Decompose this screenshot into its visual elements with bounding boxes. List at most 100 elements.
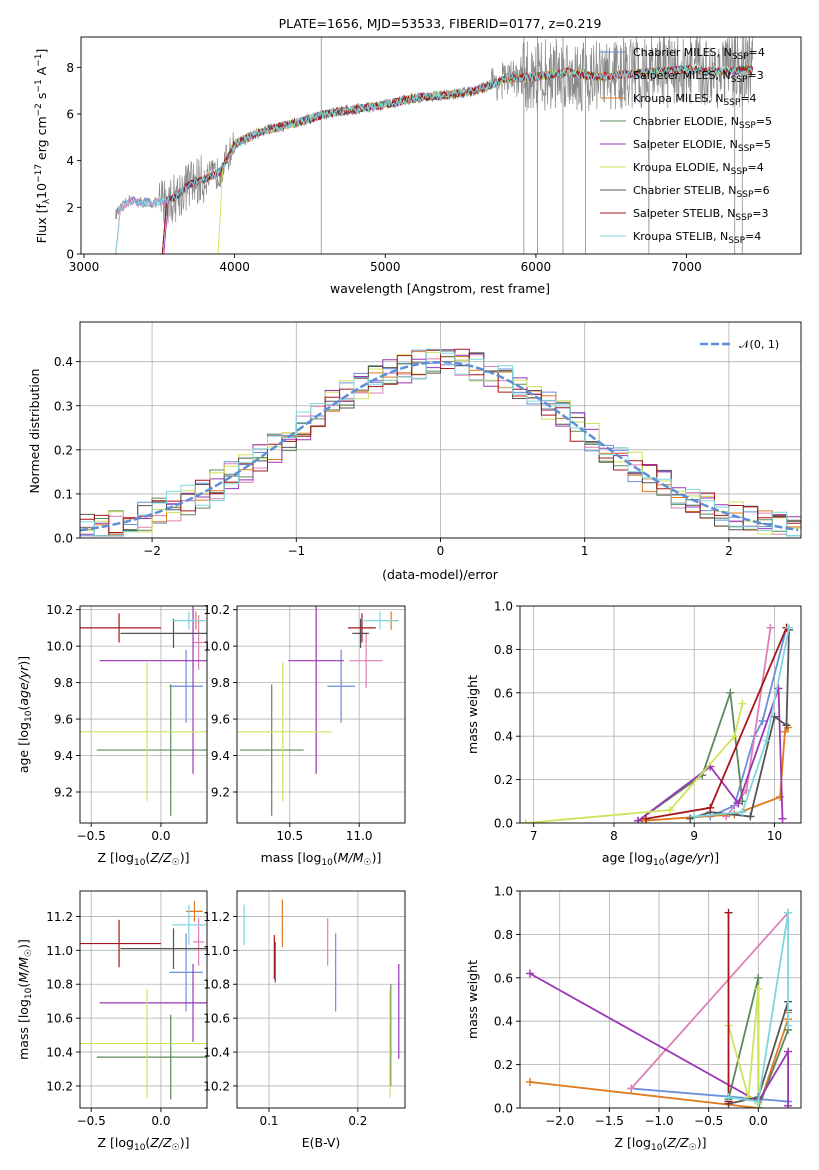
y-tick-label: 10.0 <box>203 640 230 654</box>
y-tick-label: 10.8 <box>46 978 73 992</box>
y-tick-label: 0.4 <box>494 1015 513 1029</box>
mass-weight-line <box>525 703 744 823</box>
histogram-step <box>80 348 801 537</box>
data-point-marker <box>627 1084 636 1093</box>
x-tick-label: 10 <box>767 829 782 843</box>
y-tick-label: 9.6 <box>54 713 73 727</box>
age_vs_Z-frame <box>79 605 208 824</box>
y-tick-label: 9.4 <box>211 749 230 763</box>
label-part: =5 <box>756 115 772 128</box>
x-tick-label: 0.0 <box>749 1114 768 1128</box>
y-tick-label: 6 <box>66 108 74 122</box>
label-part: M/M <box>338 850 364 865</box>
label-part: Z/Z <box>149 1135 172 1150</box>
y-tick-label: 0.1 <box>54 487 73 501</box>
label-part: 10 <box>34 183 49 199</box>
y-tick-label: 0.6 <box>494 686 513 700</box>
label-part: 10 <box>134 1143 146 1153</box>
legend-label: Chabrier STELIB, NSSP=6 <box>633 184 770 200</box>
y-tick-label: 9.8 <box>211 676 230 690</box>
label-part: ( <box>145 850 150 865</box>
label-part: SSP <box>735 213 752 223</box>
label-part: s <box>34 93 49 104</box>
x-tick-label: 0.2 <box>348 1114 367 1128</box>
label-part: Chabrier ELODIE, N <box>633 115 739 128</box>
spectrum-plot-area <box>115 37 754 254</box>
label-part: Z [log <box>98 850 134 865</box>
label-part: Z [log <box>98 1135 134 1150</box>
label-part: )] <box>709 850 719 865</box>
y-tick-label: 10.6 <box>46 1012 73 1026</box>
label-part: SSP <box>737 190 754 200</box>
legend-label: Kroupa MILES, NSSP=4 <box>633 92 757 108</box>
data-point-marker <box>525 1077 534 1086</box>
label-part: )] <box>16 939 31 949</box>
label-part: Chabrier STELIB, N <box>633 184 737 197</box>
data-point-marker <box>784 1021 793 1030</box>
y-tick-label: 0.0 <box>54 532 73 546</box>
legend-label: Kroupa ELODIE, NSSP=4 <box>633 161 764 177</box>
y-tick-label: 10.4 <box>203 1046 230 1060</box>
data-point-marker <box>724 908 733 917</box>
x-tick-label: −2 <box>143 544 161 558</box>
x-tick-label: 0.0 <box>151 829 170 843</box>
label-part: age [log <box>16 722 31 773</box>
spectrum-frame <box>80 36 802 255</box>
label-part: )] <box>372 850 382 865</box>
x-tick-label: 0.1 <box>259 1114 278 1128</box>
y-tick-label: 0.8 <box>494 643 513 657</box>
label-part: ( <box>16 706 31 711</box>
data-point-marker <box>726 688 735 697</box>
label-part: )] <box>697 1135 707 1150</box>
label-part: )] <box>16 656 31 666</box>
label-part: ( <box>662 1135 667 1150</box>
data-point-marker <box>746 812 755 821</box>
legend-label: 𝒩(0, 1) <box>739 338 779 351</box>
label-part: )] <box>180 850 190 865</box>
y-tick-label: 10.4 <box>46 1046 73 1060</box>
label-part: Chabrier MILES, N <box>633 46 732 59</box>
x-tick-label: −1.5 <box>595 1114 624 1128</box>
data-point-marker <box>634 816 643 823</box>
x-tick-label: −0.5 <box>77 829 106 843</box>
data-point-marker <box>758 717 767 726</box>
x-tick-label: 4000 <box>219 260 250 274</box>
label-part: Kroupa MILES, N <box>633 92 723 105</box>
label-part: λ <box>42 198 52 204</box>
y-tick-label: 4 <box>66 154 74 168</box>
x-axis-label: wavelength [Angstrom, rest frame] <box>330 281 550 296</box>
y-axis-label: age [log10(age/yr)] <box>16 656 34 773</box>
label-part: =5 <box>755 138 771 151</box>
label-part: =4 <box>748 161 764 174</box>
x-axis-label: (data-model)/error <box>382 567 499 582</box>
y-axis-label: mass weight <box>465 960 480 1039</box>
data-point-marker <box>782 721 791 730</box>
label-part: Kroupa STELIB, N <box>633 230 728 243</box>
label-part: age [log <box>602 850 653 865</box>
label-part: age/yr <box>669 850 710 865</box>
x-tick-label: −2.0 <box>545 1114 574 1128</box>
data-point-marker <box>780 727 789 736</box>
y-tick-label: 9.8 <box>54 676 73 690</box>
histogram-frame <box>79 321 802 539</box>
label-part: Salpeter MILES, N <box>633 69 731 82</box>
label-part: mass [log <box>261 850 322 865</box>
label-part: ☉ <box>172 1143 180 1153</box>
y-tick-label: 0.4 <box>494 730 513 744</box>
y-tick-label: 0.3 <box>54 399 73 413</box>
mass-weight-line <box>529 972 789 1106</box>
chart-title: PLATE=1656, MJD=53533, FIBERID=0177, z=0… <box>279 16 602 31</box>
label-part: M/M <box>16 957 31 983</box>
data-point-marker <box>734 799 743 808</box>
x-axis-label: Z [log10(Z/Z☉)] <box>98 850 190 868</box>
label-part: age/yr <box>16 665 31 706</box>
label-part: Salpeter ELODIE, N <box>633 138 738 151</box>
x-tick-label: 1 <box>581 544 589 558</box>
label-part: SSP <box>723 98 740 108</box>
y-tick-label: 9.6 <box>211 713 230 727</box>
data-point-marker <box>754 973 763 982</box>
y-tick-label: 9.2 <box>211 786 230 800</box>
y-tick-label: 1.0 <box>494 885 513 899</box>
x-tick-label: −1 <box>287 544 305 558</box>
y-tick-label: 10.2 <box>203 603 230 617</box>
